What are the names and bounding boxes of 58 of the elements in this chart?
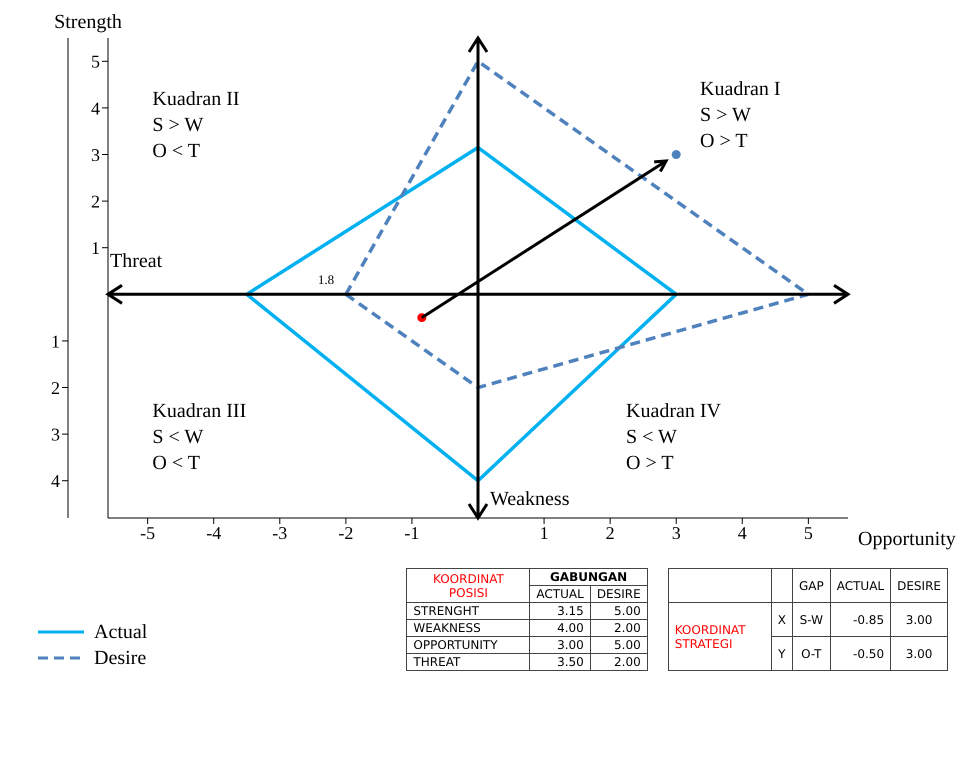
y-tick-label: 2 [91,191,100,212]
text: DESIRE [890,568,948,602]
text: 5.00 [590,602,648,620]
y2-tick-label: 3 [51,424,60,445]
text: ACTUAL [830,568,891,602]
text: KOORDINAT STRATEGI [668,602,772,670]
annotation: 1.8 [318,272,334,288]
annotation: Kuadran II S > W O < T [152,87,240,164]
text: 4.00 [530,620,590,636]
x-tick-label: -1 [404,522,420,543]
text: 3.50 [530,654,590,670]
y-tick-label: 4 [91,98,100,118]
text: THREAT [406,654,530,670]
text: O-T [792,636,830,670]
y-axis-title: Strength [54,11,122,33]
legend-label: Desire [94,646,146,671]
text: -0.50 [830,636,891,670]
y2-tick-label: 1 [51,331,60,352]
legend-label: Actual [94,620,148,645]
text: Y [771,636,792,670]
annotation: Kuadran III S < W O < T [152,399,246,476]
text: 2.00 [590,654,648,670]
text: -0.85 [830,602,891,636]
annotation: Threat [110,250,162,274]
text: STRENGHT [406,602,530,620]
x-axis-title: Opportunity [858,528,956,550]
x-tick-label: -3 [272,522,288,543]
x-tick-label: 4 [738,522,747,543]
x-tick-label: -4 [206,522,222,543]
annotation: Kuadran I S > W O > T [700,77,781,154]
x-tick-label: 5 [804,522,813,543]
text: KOORDINAT POSISI [406,568,530,602]
text: WEAKNESS [406,620,530,636]
y2-tick-label: 4 [51,471,60,492]
text: OPPORTUNITY [406,636,530,654]
x-tick-label: -2 [338,522,354,543]
text: DESIRE [590,586,648,602]
text: 3.00 [530,636,590,654]
annotation: Weakness [490,488,570,511]
x-tick-label: -5 [140,522,156,543]
text: GABUNGAN [530,568,648,586]
x-tick-label: 3 [672,522,681,543]
text: X [771,602,792,636]
y-tick-label: 1 [91,238,100,258]
text: 3.00 [890,602,948,636]
y2-tick-label: 2 [51,378,60,398]
text: GAP [792,568,830,602]
y-tick-label: 3 [91,144,100,165]
text: 3.15 [530,602,590,620]
text: 5.00 [590,636,648,654]
text: S-W [792,602,830,636]
x-tick-label: 2 [606,522,615,543]
x-tick-label: 1 [540,522,549,543]
y-tick-label: 5 [91,52,100,72]
text: ACTUAL [530,586,590,602]
annotation: Kuadran IV S < W O > T [626,399,721,476]
text: 3.00 [890,636,948,670]
text: 2.00 [590,620,648,636]
